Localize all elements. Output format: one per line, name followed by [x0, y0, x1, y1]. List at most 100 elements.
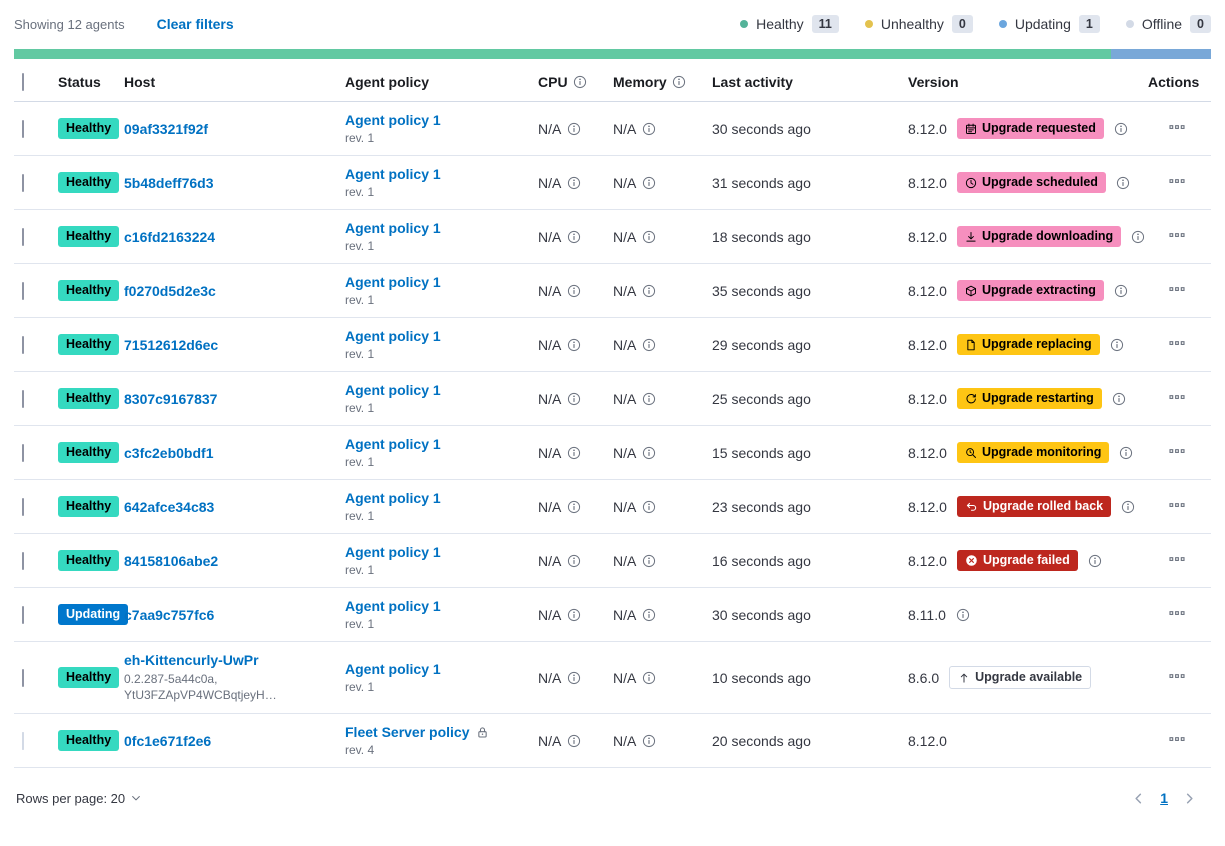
row-actions-button[interactable]	[1169, 119, 1185, 135]
row-actions-button[interactable]	[1169, 605, 1185, 621]
row-checkbox[interactable]	[22, 227, 24, 246]
upgrade-info-icon[interactable]	[1112, 392, 1126, 406]
info-icon[interactable]	[642, 554, 656, 568]
upgrade-info-icon[interactable]	[956, 608, 970, 622]
column-header-version[interactable]: Version	[908, 63, 1148, 102]
upgrade-info-icon[interactable]	[1116, 176, 1130, 190]
agent-policy-link[interactable]: Fleet Server policy	[345, 724, 470, 740]
column-header-memory[interactable]: Memory	[613, 63, 712, 102]
row-checkbox[interactable]	[22, 281, 24, 300]
next-page-button[interactable]	[1182, 791, 1197, 806]
info-icon[interactable]	[567, 338, 581, 352]
row-actions-button[interactable]	[1169, 335, 1185, 351]
upgrade-info-icon[interactable]	[1110, 338, 1124, 352]
row-checkbox[interactable]	[22, 389, 24, 408]
info-icon[interactable]	[573, 75, 587, 89]
column-header-cpu[interactable]: CPU	[538, 63, 613, 102]
host-link[interactable]: 5b48deff76d3	[124, 174, 214, 191]
info-icon[interactable]	[567, 554, 581, 568]
info-icon[interactable]	[642, 671, 656, 685]
agent-policy-link[interactable]: Agent policy 1	[345, 274, 441, 290]
host-link[interactable]: c3fc2eb0bdf1	[124, 444, 214, 461]
row-actions-button[interactable]	[1169, 227, 1185, 243]
info-icon[interactable]	[567, 500, 581, 514]
row-actions-button[interactable]	[1169, 668, 1185, 684]
host-link[interactable]: f0270d5d2e3c	[124, 282, 216, 299]
info-icon[interactable]	[567, 608, 581, 622]
info-icon[interactable]	[642, 230, 656, 244]
row-actions-button[interactable]	[1169, 731, 1185, 747]
column-header-status[interactable]: Status	[58, 63, 124, 102]
agent-policy-link[interactable]: Agent policy 1	[345, 490, 441, 506]
info-icon[interactable]	[642, 608, 656, 622]
agent-policy-link[interactable]: Agent policy 1	[345, 166, 441, 182]
host-link[interactable]: 09af3321f92f	[124, 120, 209, 137]
upgrade-info-icon[interactable]	[1121, 500, 1135, 514]
row-checkbox[interactable]	[22, 551, 24, 570]
agent-policy-link[interactable]: Agent policy 1	[345, 436, 441, 452]
host-link[interactable]: 84158106abe2	[124, 552, 219, 569]
row-checkbox[interactable]	[22, 668, 24, 687]
row-actions-button[interactable]	[1169, 389, 1185, 405]
info-icon[interactable]	[672, 75, 686, 89]
host-link[interactable]: 0fc1e671f2e6	[124, 732, 212, 749]
select-all-checkbox[interactable]	[22, 73, 24, 91]
agent-policy-link[interactable]: Agent policy 1	[345, 661, 441, 677]
row-checkbox[interactable]	[22, 443, 24, 462]
info-icon[interactable]	[642, 122, 656, 136]
upgrade-info-icon[interactable]	[1114, 122, 1128, 136]
row-actions-button[interactable]	[1169, 281, 1185, 297]
previous-page-button[interactable]	[1131, 791, 1146, 806]
info-icon[interactable]	[567, 671, 581, 685]
info-icon[interactable]	[642, 734, 656, 748]
clear-filters-button[interactable]: Clear filters	[156, 16, 234, 32]
host-link[interactable]: c16fd2163224	[124, 228, 216, 245]
info-icon[interactable]	[642, 446, 656, 460]
agent-policy-link[interactable]: Agent policy 1	[345, 112, 441, 128]
row-checkbox[interactable]	[22, 173, 24, 192]
legend-item-unhealthy[interactable]: Unhealthy 0	[864, 15, 973, 33]
row-actions-button[interactable]	[1169, 173, 1185, 189]
column-header-last-activity[interactable]: Last activity	[712, 63, 908, 102]
column-header-host[interactable]: Host	[124, 63, 345, 102]
info-icon[interactable]	[567, 176, 581, 190]
agent-policy-link[interactable]: Agent policy 1	[345, 598, 441, 614]
agent-policy-link[interactable]: Agent policy 1	[345, 328, 441, 344]
info-icon[interactable]	[642, 284, 656, 298]
legend-item-offline[interactable]: Offline 0	[1125, 15, 1211, 33]
legend-item-healthy[interactable]: Healthy 11	[740, 15, 839, 33]
upgrade-info-icon[interactable]	[1131, 230, 1145, 244]
info-icon[interactable]	[567, 230, 581, 244]
legend-item-updating[interactable]: Updating 1	[998, 15, 1100, 33]
info-icon[interactable]	[642, 338, 656, 352]
row-actions-button[interactable]	[1169, 551, 1185, 567]
info-icon[interactable]	[567, 734, 581, 748]
info-icon[interactable]	[642, 392, 656, 406]
host-link[interactable]: 71512612d6ec	[124, 336, 219, 353]
host-link[interactable]: 8307c9167837	[124, 390, 218, 407]
column-header-policy[interactable]: Agent policy	[345, 63, 538, 102]
row-checkbox[interactable]	[22, 119, 24, 138]
page-number-button[interactable]: 1	[1160, 790, 1168, 806]
info-icon[interactable]	[567, 446, 581, 460]
row-actions-button[interactable]	[1169, 497, 1185, 513]
row-checkbox[interactable]	[22, 335, 24, 354]
agent-policy-link[interactable]: Agent policy 1	[345, 382, 441, 398]
info-icon[interactable]	[567, 392, 581, 406]
upgrade-info-icon[interactable]	[1088, 554, 1102, 568]
agent-policy-link[interactable]: Agent policy 1	[345, 544, 441, 560]
host-link[interactable]: eh-Kittencurly-UwPr	[124, 652, 259, 668]
rows-per-page-button[interactable]: Rows per page: 20	[16, 791, 142, 806]
upgrade-info-icon[interactable]	[1119, 446, 1133, 460]
upgrade-info-icon[interactable]	[1114, 284, 1128, 298]
row-checkbox[interactable]	[22, 497, 24, 516]
info-icon[interactable]	[567, 284, 581, 298]
info-icon[interactable]	[567, 122, 581, 136]
info-icon[interactable]	[642, 176, 656, 190]
host-link[interactable]: 642afce34c83	[124, 498, 215, 515]
row-checkbox[interactable]	[22, 605, 24, 624]
row-actions-button[interactable]	[1169, 443, 1185, 459]
agent-policy-link[interactable]: Agent policy 1	[345, 220, 441, 236]
host-link[interactable]: c7aa9c757fc6	[124, 606, 215, 623]
info-icon[interactable]	[642, 500, 656, 514]
